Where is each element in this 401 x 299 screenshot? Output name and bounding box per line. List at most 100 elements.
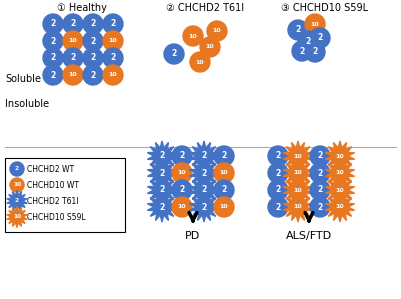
Polygon shape xyxy=(284,158,313,188)
Circle shape xyxy=(200,37,220,57)
Text: Insoluble: Insoluble xyxy=(5,99,49,109)
Circle shape xyxy=(43,48,63,68)
Text: 2: 2 xyxy=(275,152,281,161)
Text: 10: 10 xyxy=(178,205,186,210)
Polygon shape xyxy=(148,192,176,222)
Text: CHCHD10 WT: CHCHD10 WT xyxy=(27,181,79,190)
Circle shape xyxy=(63,65,83,85)
Text: 2: 2 xyxy=(51,71,56,80)
Polygon shape xyxy=(189,175,219,205)
Circle shape xyxy=(305,42,325,62)
Text: 2: 2 xyxy=(317,169,323,178)
Text: CHCHD2 T61I: CHCHD2 T61I xyxy=(27,196,79,205)
Text: 2: 2 xyxy=(306,36,311,45)
Text: 2: 2 xyxy=(90,71,95,80)
Text: PD: PD xyxy=(185,231,200,241)
Circle shape xyxy=(298,31,318,51)
Circle shape xyxy=(43,65,63,85)
Text: CHCHD10 S59L: CHCHD10 S59L xyxy=(27,213,86,222)
Text: 2: 2 xyxy=(317,202,323,211)
Circle shape xyxy=(214,163,234,183)
Text: 10: 10 xyxy=(336,205,344,210)
Text: 2: 2 xyxy=(70,54,76,62)
Circle shape xyxy=(103,65,123,85)
Polygon shape xyxy=(284,175,313,205)
Text: 2: 2 xyxy=(171,50,176,59)
Text: 2: 2 xyxy=(159,169,165,178)
Circle shape xyxy=(288,20,308,40)
Polygon shape xyxy=(148,175,176,205)
Text: ② CHCHD2 T61I: ② CHCHD2 T61I xyxy=(166,3,244,13)
Circle shape xyxy=(172,197,192,217)
Circle shape xyxy=(268,180,288,200)
Text: 2: 2 xyxy=(317,185,323,195)
Text: 10: 10 xyxy=(69,39,77,43)
Text: 10: 10 xyxy=(213,28,221,33)
Circle shape xyxy=(172,146,192,166)
Circle shape xyxy=(268,163,288,183)
Polygon shape xyxy=(325,175,354,205)
Circle shape xyxy=(268,197,288,217)
Text: 10: 10 xyxy=(178,170,186,176)
Polygon shape xyxy=(284,192,313,222)
Circle shape xyxy=(164,44,184,64)
Text: 10: 10 xyxy=(69,72,77,77)
Text: 2: 2 xyxy=(221,152,227,161)
Circle shape xyxy=(83,31,103,51)
Polygon shape xyxy=(325,192,354,222)
Text: 2: 2 xyxy=(201,185,207,195)
Circle shape xyxy=(214,197,234,217)
Text: 2: 2 xyxy=(300,47,305,56)
Text: 2: 2 xyxy=(15,199,19,204)
Text: CHCHD2 WT: CHCHD2 WT xyxy=(27,164,74,173)
Circle shape xyxy=(310,163,330,183)
Text: 10: 10 xyxy=(336,153,344,158)
Polygon shape xyxy=(7,207,27,228)
FancyBboxPatch shape xyxy=(5,158,125,232)
Circle shape xyxy=(310,197,330,217)
Circle shape xyxy=(103,14,123,34)
Text: 2: 2 xyxy=(159,152,165,161)
Text: 2: 2 xyxy=(221,185,227,195)
Circle shape xyxy=(172,163,192,183)
Text: 10: 10 xyxy=(109,72,117,77)
Circle shape xyxy=(43,14,63,34)
Polygon shape xyxy=(189,141,219,171)
Circle shape xyxy=(214,180,234,200)
Text: Soluble: Soluble xyxy=(5,74,41,84)
Text: 10: 10 xyxy=(294,205,302,210)
Circle shape xyxy=(292,41,312,61)
Circle shape xyxy=(310,146,330,166)
Text: 10: 10 xyxy=(13,182,21,187)
Text: 2: 2 xyxy=(312,48,318,57)
Text: 10: 10 xyxy=(196,60,205,65)
Text: 10: 10 xyxy=(311,22,319,27)
Polygon shape xyxy=(148,141,176,171)
Circle shape xyxy=(63,48,83,68)
Text: 10: 10 xyxy=(336,170,344,176)
Circle shape xyxy=(305,14,325,34)
Circle shape xyxy=(63,31,83,51)
Text: 10: 10 xyxy=(336,187,344,193)
Text: 2: 2 xyxy=(90,54,95,62)
Text: 2: 2 xyxy=(159,202,165,211)
Circle shape xyxy=(10,162,24,176)
Circle shape xyxy=(10,178,24,192)
Text: 2: 2 xyxy=(275,185,281,195)
Polygon shape xyxy=(7,190,27,211)
Text: 2: 2 xyxy=(159,185,165,195)
Circle shape xyxy=(310,180,330,200)
Text: 2: 2 xyxy=(317,33,323,42)
Text: 2: 2 xyxy=(201,202,207,211)
Text: 10: 10 xyxy=(294,170,302,176)
Circle shape xyxy=(183,26,203,46)
Text: ③ CHCHD10 S59L: ③ CHCHD10 S59L xyxy=(282,3,369,13)
Text: 10: 10 xyxy=(206,45,214,50)
Circle shape xyxy=(103,31,123,51)
Text: 10: 10 xyxy=(294,153,302,158)
Text: 2: 2 xyxy=(51,36,56,45)
Text: 2: 2 xyxy=(90,36,95,45)
Text: 2: 2 xyxy=(110,54,115,62)
Text: 2: 2 xyxy=(51,19,56,28)
Circle shape xyxy=(83,48,103,68)
